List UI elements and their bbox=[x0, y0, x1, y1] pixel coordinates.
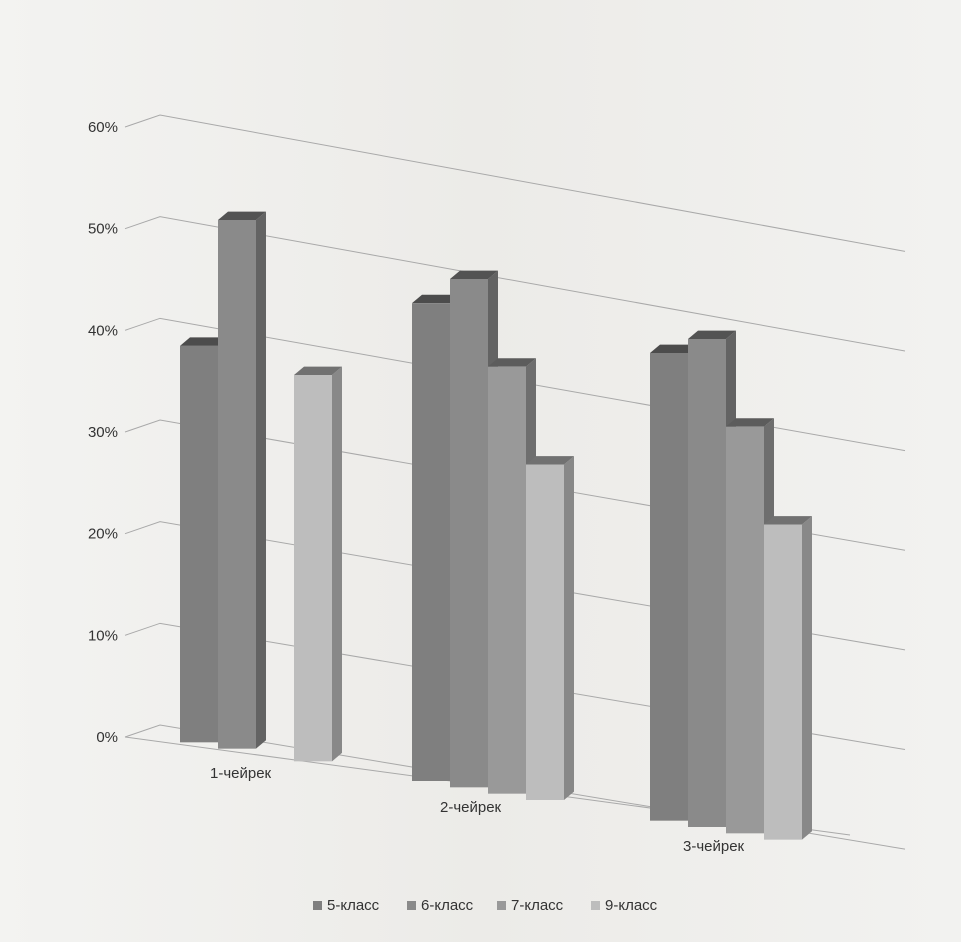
bar-top bbox=[764, 516, 812, 525]
bar-side bbox=[802, 516, 812, 840]
legend-label: 9-класс bbox=[605, 897, 658, 914]
bar-top bbox=[180, 337, 228, 346]
bar-7-класс-3-чейрек bbox=[726, 426, 764, 834]
category-label: 1-чейрек bbox=[210, 765, 272, 782]
bar-5-класс-2-чейрек bbox=[412, 303, 450, 781]
y-tick-label: 0% bbox=[96, 729, 118, 746]
bar-7-класс-2-чейрек bbox=[488, 366, 526, 794]
category-label: 3-чейрек bbox=[683, 838, 745, 855]
bar-5-класс-1-чейрек bbox=[180, 345, 218, 743]
gridline bbox=[124, 216, 906, 352]
category-labels: 1-чейрек 2-чейрек 3-чейрек bbox=[210, 765, 745, 855]
legend-swatch bbox=[591, 901, 600, 910]
bar-top bbox=[218, 211, 266, 220]
bar-top bbox=[294, 366, 342, 375]
bar-6-класс-3-чейрек bbox=[688, 339, 726, 827]
bar-9-класс-1-чейрек bbox=[294, 375, 332, 762]
bar-side bbox=[256, 211, 266, 749]
bar-top bbox=[726, 418, 774, 427]
bar-side bbox=[564, 456, 574, 800]
legend-label: 6-класс bbox=[421, 897, 474, 914]
legend-swatch bbox=[497, 901, 506, 910]
legend-label: 7-класс bbox=[511, 897, 564, 914]
bar-top bbox=[488, 358, 536, 367]
y-tick-label: 60% bbox=[88, 119, 118, 136]
category-label: 2-чейрек bbox=[440, 799, 502, 816]
legend-swatch bbox=[407, 901, 416, 910]
y-tick-labels: 0% 10% 20% 30% 40% 50% 60% bbox=[88, 119, 118, 746]
bar-9-класс-3-чейрек bbox=[764, 524, 802, 840]
legend-label: 5-класс bbox=[327, 897, 380, 914]
bar-5-класс-3-чейрек bbox=[650, 353, 688, 821]
bar-6-класс-1-чейрек bbox=[218, 220, 256, 749]
bar-9-класс-2-чейрек bbox=[526, 464, 564, 800]
bar-top bbox=[450, 270, 498, 279]
bar-6-класс-2-чейрек bbox=[450, 279, 488, 788]
bar-top bbox=[526, 456, 574, 465]
bar-top bbox=[688, 330, 736, 339]
y-tick-label: 50% bbox=[88, 221, 118, 238]
y-tick-label: 30% bbox=[88, 424, 118, 441]
y-tick-label: 10% bbox=[88, 627, 118, 644]
bar-side bbox=[332, 366, 342, 762]
y-tick-label: 20% bbox=[88, 526, 118, 543]
bars bbox=[180, 211, 812, 840]
y-tick-label: 40% bbox=[88, 322, 118, 339]
bar-top bbox=[650, 344, 698, 353]
legend: 5-класс 6-класс 7-класс 9-класс bbox=[313, 897, 658, 914]
bar-top bbox=[412, 294, 460, 304]
legend-swatch bbox=[313, 901, 322, 910]
gridlines bbox=[124, 114, 906, 850]
gridline bbox=[124, 114, 906, 252]
